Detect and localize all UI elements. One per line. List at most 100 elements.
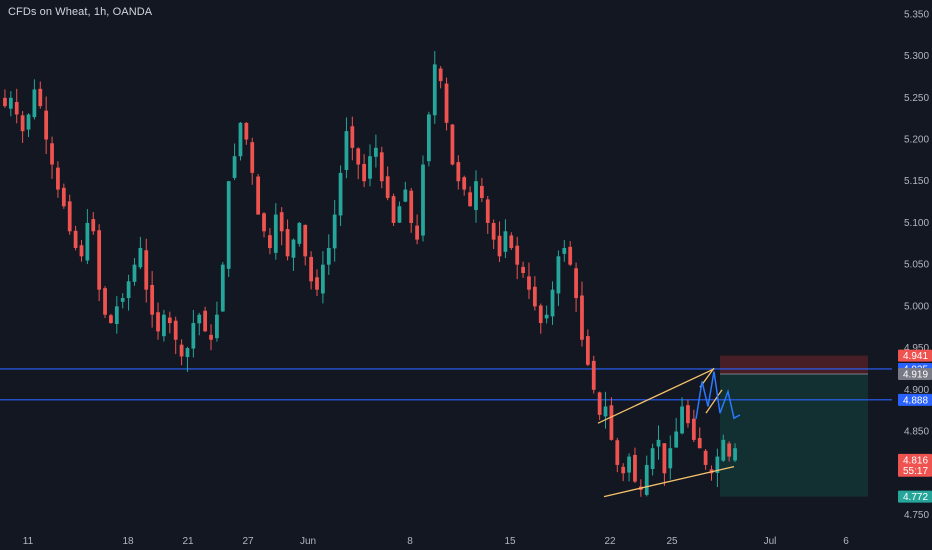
candle-body (132, 264, 137, 282)
candle-body (50, 143, 54, 165)
candle-body (438, 68, 443, 82)
x-tick-label: 27 (242, 536, 254, 547)
y-tick-label: 5.350 (904, 9, 929, 20)
x-tick-label: 8 (407, 536, 413, 547)
candle-body (503, 231, 508, 252)
candle-body (680, 406, 684, 434)
candle-body (509, 235, 514, 248)
y-tick-label: 5.300 (904, 51, 929, 62)
candle-body (67, 201, 72, 232)
y-tick-label: 4.850 (904, 427, 929, 438)
price-tag (898, 490, 932, 503)
candle-body (644, 464, 649, 495)
candle-body (173, 320, 178, 340)
candle-body (391, 196, 396, 223)
candle-body (385, 176, 390, 198)
candle-body (144, 250, 149, 290)
candle-body (591, 360, 596, 390)
candle-body (627, 456, 631, 473)
price-tag (898, 349, 932, 362)
y-tick-label: 4.750 (904, 510, 929, 521)
candle-body (220, 264, 225, 312)
x-tick-label: 11 (23, 536, 34, 547)
candle-body (597, 392, 602, 415)
candle-body (156, 312, 160, 332)
candle-body (344, 131, 349, 170)
candle-body (191, 323, 196, 349)
candle-body (397, 206, 402, 223)
candle-body (350, 126, 355, 148)
candle-body (179, 344, 184, 357)
candle-body (85, 222, 90, 261)
price-tag-label: 55:17 (903, 466, 928, 477)
candle-body (727, 443, 732, 457)
candle-body (309, 256, 314, 282)
candle-body (3, 97, 7, 107)
y-tick-label: 5.200 (904, 135, 929, 146)
candle-body (138, 247, 143, 268)
candle-body (703, 450, 708, 465)
price-tag-label: 4.919 (903, 369, 928, 380)
candle-body (609, 405, 614, 440)
candle-body (26, 114, 31, 130)
x-tick-label: 18 (122, 536, 134, 547)
x-tick-label: 6 (843, 536, 849, 547)
candle-body (538, 305, 543, 324)
candle-body (109, 315, 113, 324)
price-tag (898, 393, 932, 406)
candle-body (379, 152, 384, 182)
candle-body (114, 306, 119, 324)
candle-body (432, 64, 437, 116)
price-tag (898, 464, 932, 477)
stop-loss-zone (720, 355, 868, 374)
wedge-upper-line (597, 368, 715, 424)
y-tick-label: 5.000 (904, 301, 929, 312)
candle-body (79, 245, 84, 257)
projection-path (695, 371, 741, 420)
candle-body (321, 264, 325, 294)
candle-body (574, 268, 578, 299)
candle-body (8, 97, 13, 109)
candle-body (332, 214, 337, 249)
candle-body (521, 266, 525, 273)
candle-body (14, 102, 19, 115)
candle-body (409, 190, 414, 223)
candle-body (668, 448, 673, 469)
price-tag (898, 367, 932, 380)
candle-body (32, 89, 37, 118)
candle-body (462, 177, 467, 190)
candle-body (715, 456, 720, 473)
candle-body (315, 277, 319, 290)
candle-body (415, 225, 419, 240)
candle-body (674, 431, 679, 448)
candle-body (215, 314, 219, 339)
candle-body (691, 418, 696, 440)
candle-body (338, 172, 343, 216)
candle-body (456, 162, 461, 182)
candle-body (568, 246, 573, 265)
candle-body (273, 214, 278, 253)
candle-body (374, 147, 378, 157)
candle-body (403, 189, 408, 202)
candle-body (515, 245, 520, 265)
candle-body (326, 247, 331, 265)
candle-body (44, 110, 49, 140)
candle-body (203, 310, 208, 332)
candle-body (550, 289, 555, 317)
candle-body (120, 298, 125, 302)
candle-body (450, 124, 455, 165)
candle-body (650, 448, 655, 470)
y-tick-label: 4.950 (904, 343, 929, 354)
candle-body (468, 192, 472, 207)
candle-body (497, 235, 502, 257)
candle-body (244, 122, 249, 140)
candle-body (197, 314, 202, 324)
y-tick-label: 5.050 (904, 260, 929, 271)
candle-body (61, 187, 66, 207)
candle-body (721, 439, 726, 461)
y-tick-label: 5.100 (904, 218, 929, 229)
candle-body (38, 88, 43, 107)
candle-body (562, 247, 567, 254)
candle-body (279, 212, 284, 232)
